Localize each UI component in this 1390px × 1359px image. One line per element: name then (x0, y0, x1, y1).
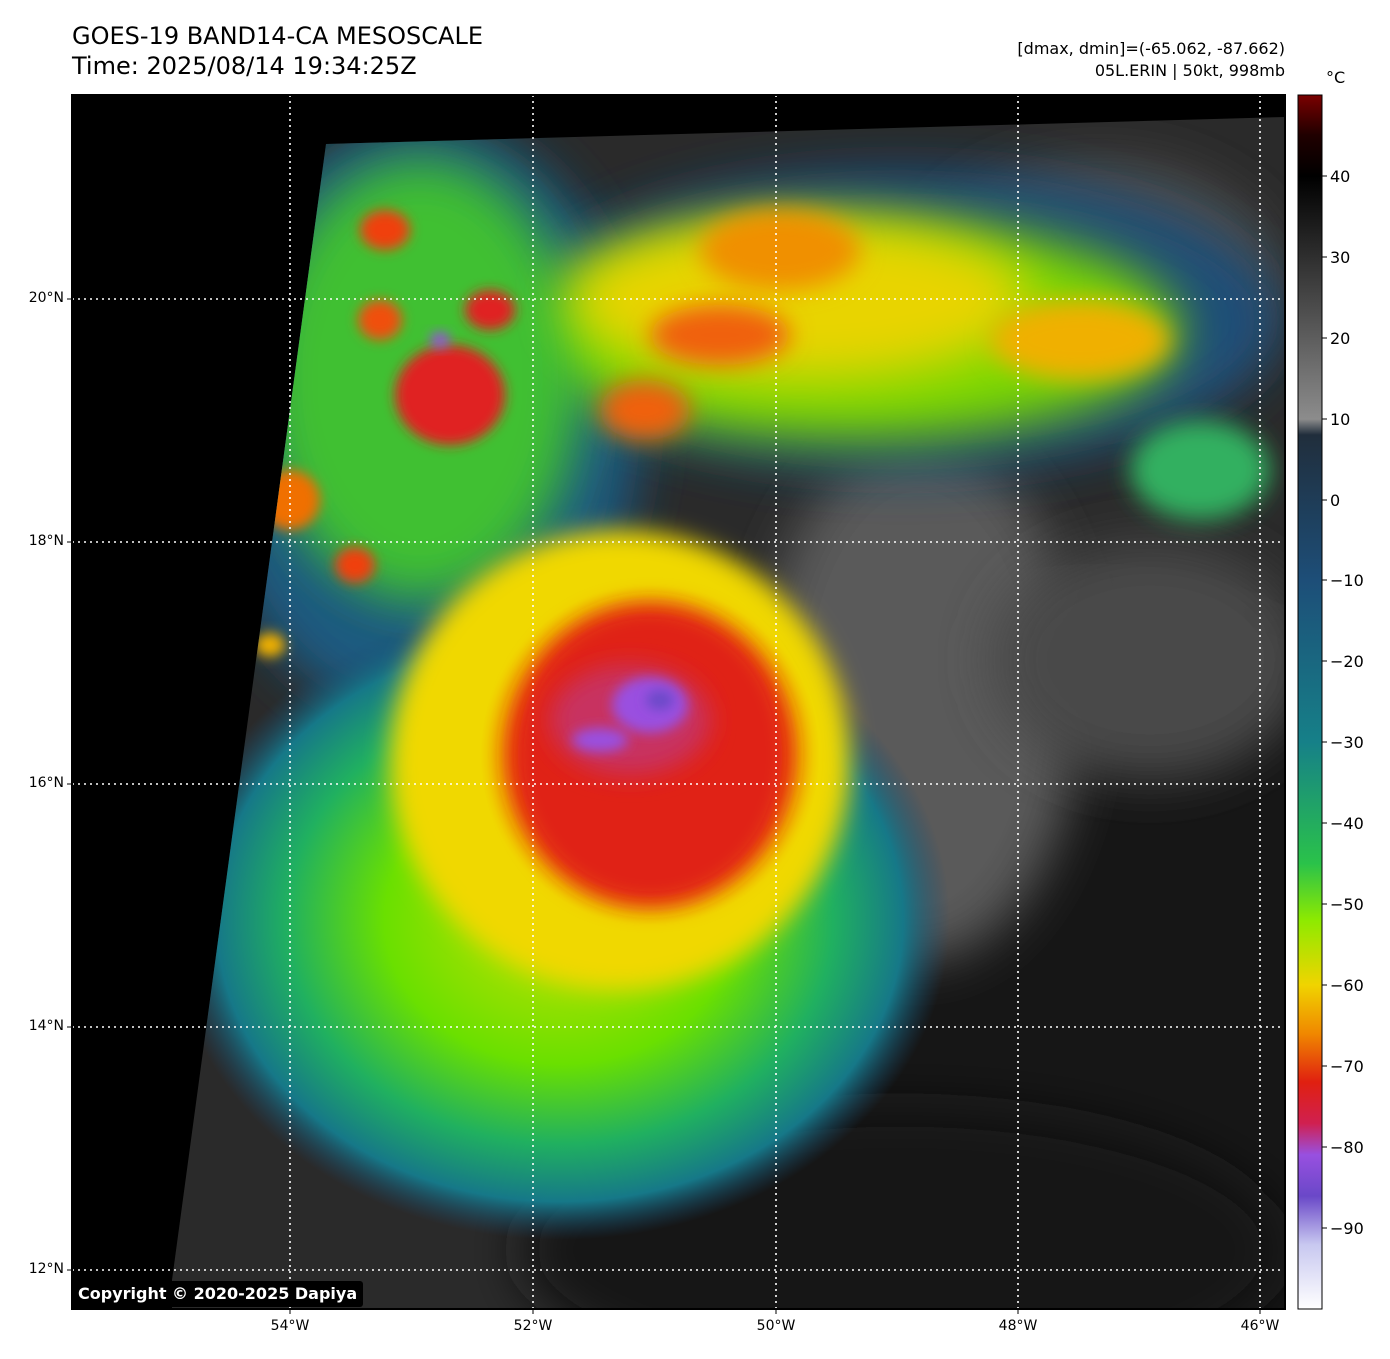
lon-label-54w: 54°W (270, 1318, 310, 1334)
lat-label-16n: 16°N (28, 775, 64, 791)
colorbar-label: −70 (1330, 1057, 1364, 1076)
satellite-swath (172, 117, 1285, 1309)
figure-time: Time: 2025/08/14 19:34:25Z (72, 52, 417, 80)
colorbar-label: −60 (1330, 976, 1364, 995)
lat-label-14n: 14°N (28, 1018, 64, 1034)
lat-label-20n: 20°N (28, 290, 64, 306)
copyright-label: Copyright © 2020-2025 Dapiya (72, 1281, 364, 1307)
data-range-text: [dmax, dmin]=(-65.062, -87.662) (1017, 39, 1285, 58)
colorbar-label: −10 (1330, 571, 1364, 590)
map-frame (71, 94, 1286, 1310)
colorbar-label: 40 (1330, 167, 1351, 186)
colorbar-label: −20 (1330, 652, 1364, 671)
lon-label-48w: 48°W (998, 1318, 1038, 1334)
tick-marks (67, 298, 1261, 1314)
lon-label-52w: 52°W (513, 1318, 553, 1334)
colorbar-label: 0 (1330, 491, 1341, 510)
colorbar-label: 10 (1330, 410, 1351, 429)
lat-label-12n: 12°N (28, 1261, 64, 1277)
colorbar-label: −30 (1330, 733, 1364, 752)
colorbar-unit: °C (1326, 68, 1346, 87)
gridlines (72, 95, 1285, 1309)
colorbar-label: −40 (1330, 814, 1364, 833)
colorbar-label: 30 (1330, 248, 1351, 267)
figure-title: GOES-19 BAND14-CA MESOSCALE (72, 22, 483, 50)
colorbar (1297, 94, 1323, 1310)
lon-label-46w: 46°W (1240, 1318, 1280, 1334)
colorbar-label: −50 (1330, 895, 1364, 914)
lat-label-18n: 18°N (28, 533, 64, 549)
colorbar-label: 20 (1330, 329, 1351, 348)
colorbar-ticks (1322, 175, 1327, 1229)
colorbar-label: −80 (1330, 1138, 1364, 1157)
colorbar-label: −90 (1330, 1219, 1364, 1238)
lon-label-50w: 50°W (756, 1318, 796, 1334)
storm-info-text: 05L.ERIN | 50kt, 998mb (1094, 61, 1285, 80)
